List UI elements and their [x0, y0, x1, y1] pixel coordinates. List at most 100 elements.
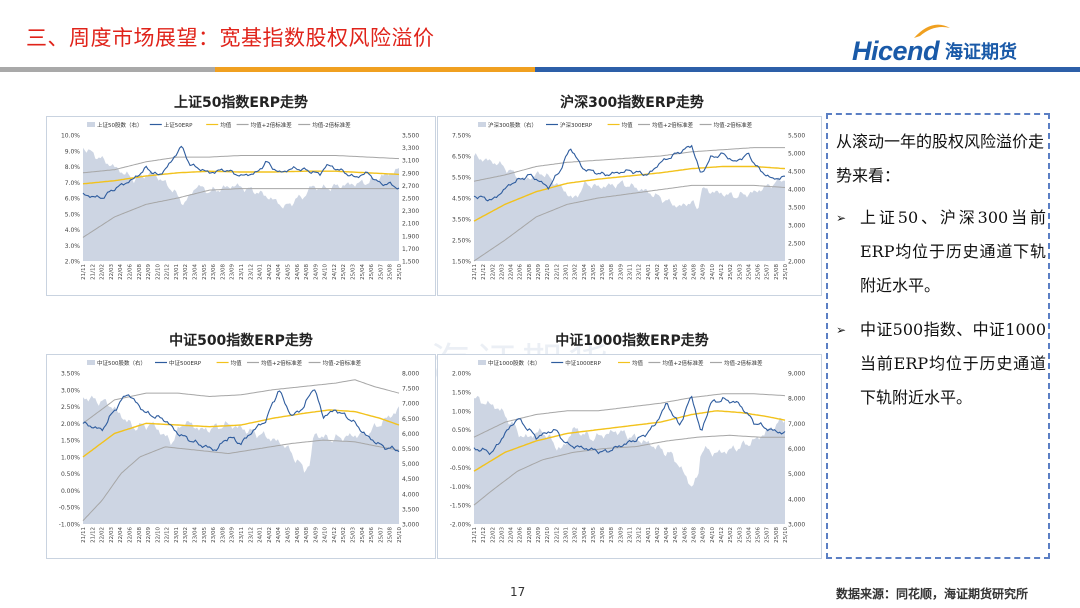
chart-svg-sz50: 10.0% 9.0% 8.0% 7.0% 6.0% 5.0% 4.0% 3.0% 2.0% 3,5… [61, 121, 419, 280]
x-tick-label: 24/09 [701, 527, 707, 543]
x-tick-label: 22/09 [536, 264, 542, 280]
legend-label: 中证1000ERP [565, 359, 601, 367]
x-tick-label: 23/06 [600, 264, 606, 280]
x-tick-label: 24/09 [701, 264, 707, 280]
y-left-tick-label: -2.00% [450, 522, 472, 529]
y-left-tick-label: 5.0% [65, 211, 81, 218]
x-tick-label: 22/06 [128, 264, 134, 280]
legend-label: 均值 [231, 359, 243, 367]
x-tick-label: 24/04 [276, 527, 282, 543]
y-right-tick-label: 5,000 [402, 461, 419, 468]
x-tick-label: 23/06 [211, 264, 217, 280]
company-logo: Hicend 海证期货 [852, 24, 1018, 66]
x-tick-label: 22/04 [509, 527, 515, 543]
x-tick-label: 24/02 [655, 264, 661, 280]
legend-label: 沪深300股数（右） [488, 121, 537, 129]
y-right-tick-label: 8,000 [402, 371, 419, 378]
x-tick-label: 23/01 [564, 264, 570, 280]
x-tick-label: 23/01 [564, 527, 570, 543]
legend-label: 均值-2倍标准差 [724, 359, 763, 367]
lower-band-line [473, 184, 786, 262]
x-tick-label: 22/12 [554, 527, 560, 543]
x-tick-label: 25/04 [360, 527, 366, 543]
y-left-tick-label: -1.00% [59, 522, 81, 529]
x-tick-label: 25/08 [388, 527, 394, 543]
x-tick-label: 24/06 [682, 264, 688, 280]
upper-band-line [473, 393, 786, 438]
y-right-tick-label: 2,900 [402, 170, 419, 177]
x-tick-label: 23/06 [211, 527, 217, 543]
chart-zz500: 3.50% 3.00% 2.50% 2.00% 1.50% 1.00% 0.50% 0.00%… [46, 354, 436, 559]
y-left-tick-label: 10.0% [61, 133, 80, 140]
x-tick-label: 24/04 [276, 264, 282, 280]
x-tick-label: 24/12 [332, 527, 338, 543]
x-tick-label: 24/09 [313, 527, 319, 543]
bullet-arrow-icon: ➢ [836, 211, 847, 225]
x-tick-label: 25/06 [756, 527, 762, 543]
legend-swatch [478, 122, 486, 127]
y-right-tick-label: 6,500 [402, 416, 419, 423]
index-area [83, 147, 399, 261]
index-area [474, 153, 785, 261]
erp-line [473, 144, 785, 202]
x-tick-label: 21/11 [81, 527, 87, 543]
y-left-tick-label: 1.00% [61, 454, 80, 461]
x-tick-label: 25/10 [397, 264, 403, 280]
legend-label: 均值-2倍标准差 [312, 121, 351, 129]
x-tick-label: 23/08 [609, 527, 615, 543]
x-tick-label: 22/06 [518, 527, 524, 543]
mean-line [82, 409, 400, 458]
x-tick-label: 22/04 [118, 264, 124, 280]
x-tick-label: 21/11 [472, 527, 478, 543]
summary-bullet-text: 上证50、沪深300当前ERP均位于历史通道下轨附近水平。 [860, 208, 1046, 295]
x-tick-label: 25/08 [774, 527, 780, 543]
y-right-tick-label: 6,000 [402, 431, 419, 438]
y-right-tick-label: 4,000 [788, 187, 805, 194]
y-left-tick-label: 1.00% [452, 408, 471, 415]
y-left-tick-label: 1.50% [452, 259, 471, 266]
x-tick-label: 24/04 [664, 264, 670, 280]
upper-band-line [473, 147, 785, 182]
x-tick-label: 23/09 [230, 264, 236, 280]
x-tick-label: 22/10 [155, 264, 161, 280]
y-left-tick-label: -0.50% [59, 505, 81, 512]
legend-label: 均值-2倍标准差 [323, 359, 362, 367]
x-tick-label: 24/12 [332, 264, 338, 280]
x-tick-label: 24/05 [286, 527, 292, 543]
x-tick-label: 23/12 [637, 264, 643, 280]
legend-swatch [87, 122, 95, 127]
y-right-tick-label: 3,500 [402, 133, 419, 140]
x-tick-label: 22/02 [100, 264, 106, 280]
x-tick-label: 25/04 [746, 264, 752, 280]
logo-swoosh-icon [914, 24, 950, 38]
x-tick-label: 23/06 [600, 527, 606, 543]
x-tick-label: 25/08 [388, 264, 394, 280]
y-right-tick-label: 1,700 [402, 246, 419, 253]
x-tick-label: 22/08 [137, 264, 143, 280]
legend-label: 均值+2倍标准差 [261, 359, 303, 367]
x-tick-label: 23/02 [183, 264, 189, 280]
x-tick-label: 23/11 [628, 264, 634, 280]
y-left-tick-label: 7.50% [452, 133, 471, 140]
x-tick-label: 22/03 [109, 527, 115, 543]
y-right-tick-label: 2,700 [402, 183, 419, 190]
x-tick-label: 25/02 [341, 264, 347, 280]
y-left-tick-label: 0.50% [61, 471, 80, 478]
x-tick-label: 22/04 [118, 527, 124, 543]
x-tick-label: 23/11 [239, 527, 245, 543]
x-tick-label: 23/09 [230, 527, 236, 543]
x-tick-label: 22/02 [100, 527, 106, 543]
x-tick-label: 22/08 [527, 527, 533, 543]
y-right-tick-label: 2,500 [402, 196, 419, 203]
summary-bullet: ➢ 上证50、沪深300当前ERP均位于历史通道下轨附近水平。 [836, 201, 1046, 311]
x-tick-label: 23/05 [591, 527, 597, 543]
x-tick-label: 25/03 [737, 264, 743, 280]
x-tick-label: 23/05 [202, 527, 208, 543]
x-tick-label: 22/09 [146, 264, 152, 280]
x-tick-label: 24/06 [295, 527, 301, 543]
logo-text-cn: 海证期货 [945, 42, 1018, 63]
summary-bullet: ➢ 中证500指数、中证1000当前ERP均位于历史通道下轨附近水平。 [836, 313, 1046, 423]
x-tick-label: 23/05 [591, 264, 597, 280]
x-tick-label: 23/08 [220, 527, 226, 543]
y-right-tick-label: 4,000 [788, 496, 805, 503]
